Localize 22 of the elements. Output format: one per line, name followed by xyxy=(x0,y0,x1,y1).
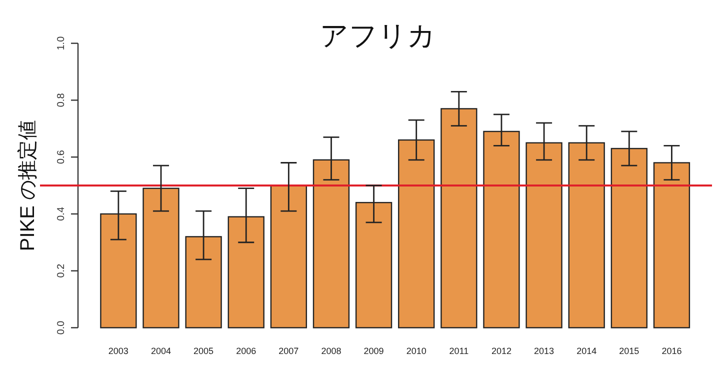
x-tick-label: 2007 xyxy=(278,346,299,356)
x-tick-label: 2016 xyxy=(662,346,682,356)
x-tick-label: 2010 xyxy=(406,346,426,356)
x-tick-label: 2011 xyxy=(449,346,469,356)
x-tick-label: 2015 xyxy=(619,346,640,356)
x-tick-label: 2014 xyxy=(576,346,597,356)
x-tick-label: 2008 xyxy=(321,346,342,356)
chart-title: アフリカ xyxy=(320,20,436,51)
y-axis-title: PIKE の推定値 xyxy=(17,120,39,252)
x-tick-label: 2013 xyxy=(534,346,554,356)
x-tick-label: 2012 xyxy=(491,346,512,356)
y-tick-label: 1.0 xyxy=(56,36,67,50)
x-tick-label: 2005 xyxy=(194,346,214,356)
x-tick-label: 2003 xyxy=(108,346,128,356)
y-tick-label: 0.4 xyxy=(56,206,67,221)
y-tick-label: 0.6 xyxy=(56,150,67,164)
y-tick-label: 0.2 xyxy=(56,263,67,278)
y-tick-label: 0.0 xyxy=(56,320,67,335)
x-tick-label: 2009 xyxy=(364,346,384,356)
y-tick-label: 0.8 xyxy=(56,92,67,108)
x-tick-label: 2004 xyxy=(150,346,172,356)
x-tick-label: 2006 xyxy=(236,346,256,356)
